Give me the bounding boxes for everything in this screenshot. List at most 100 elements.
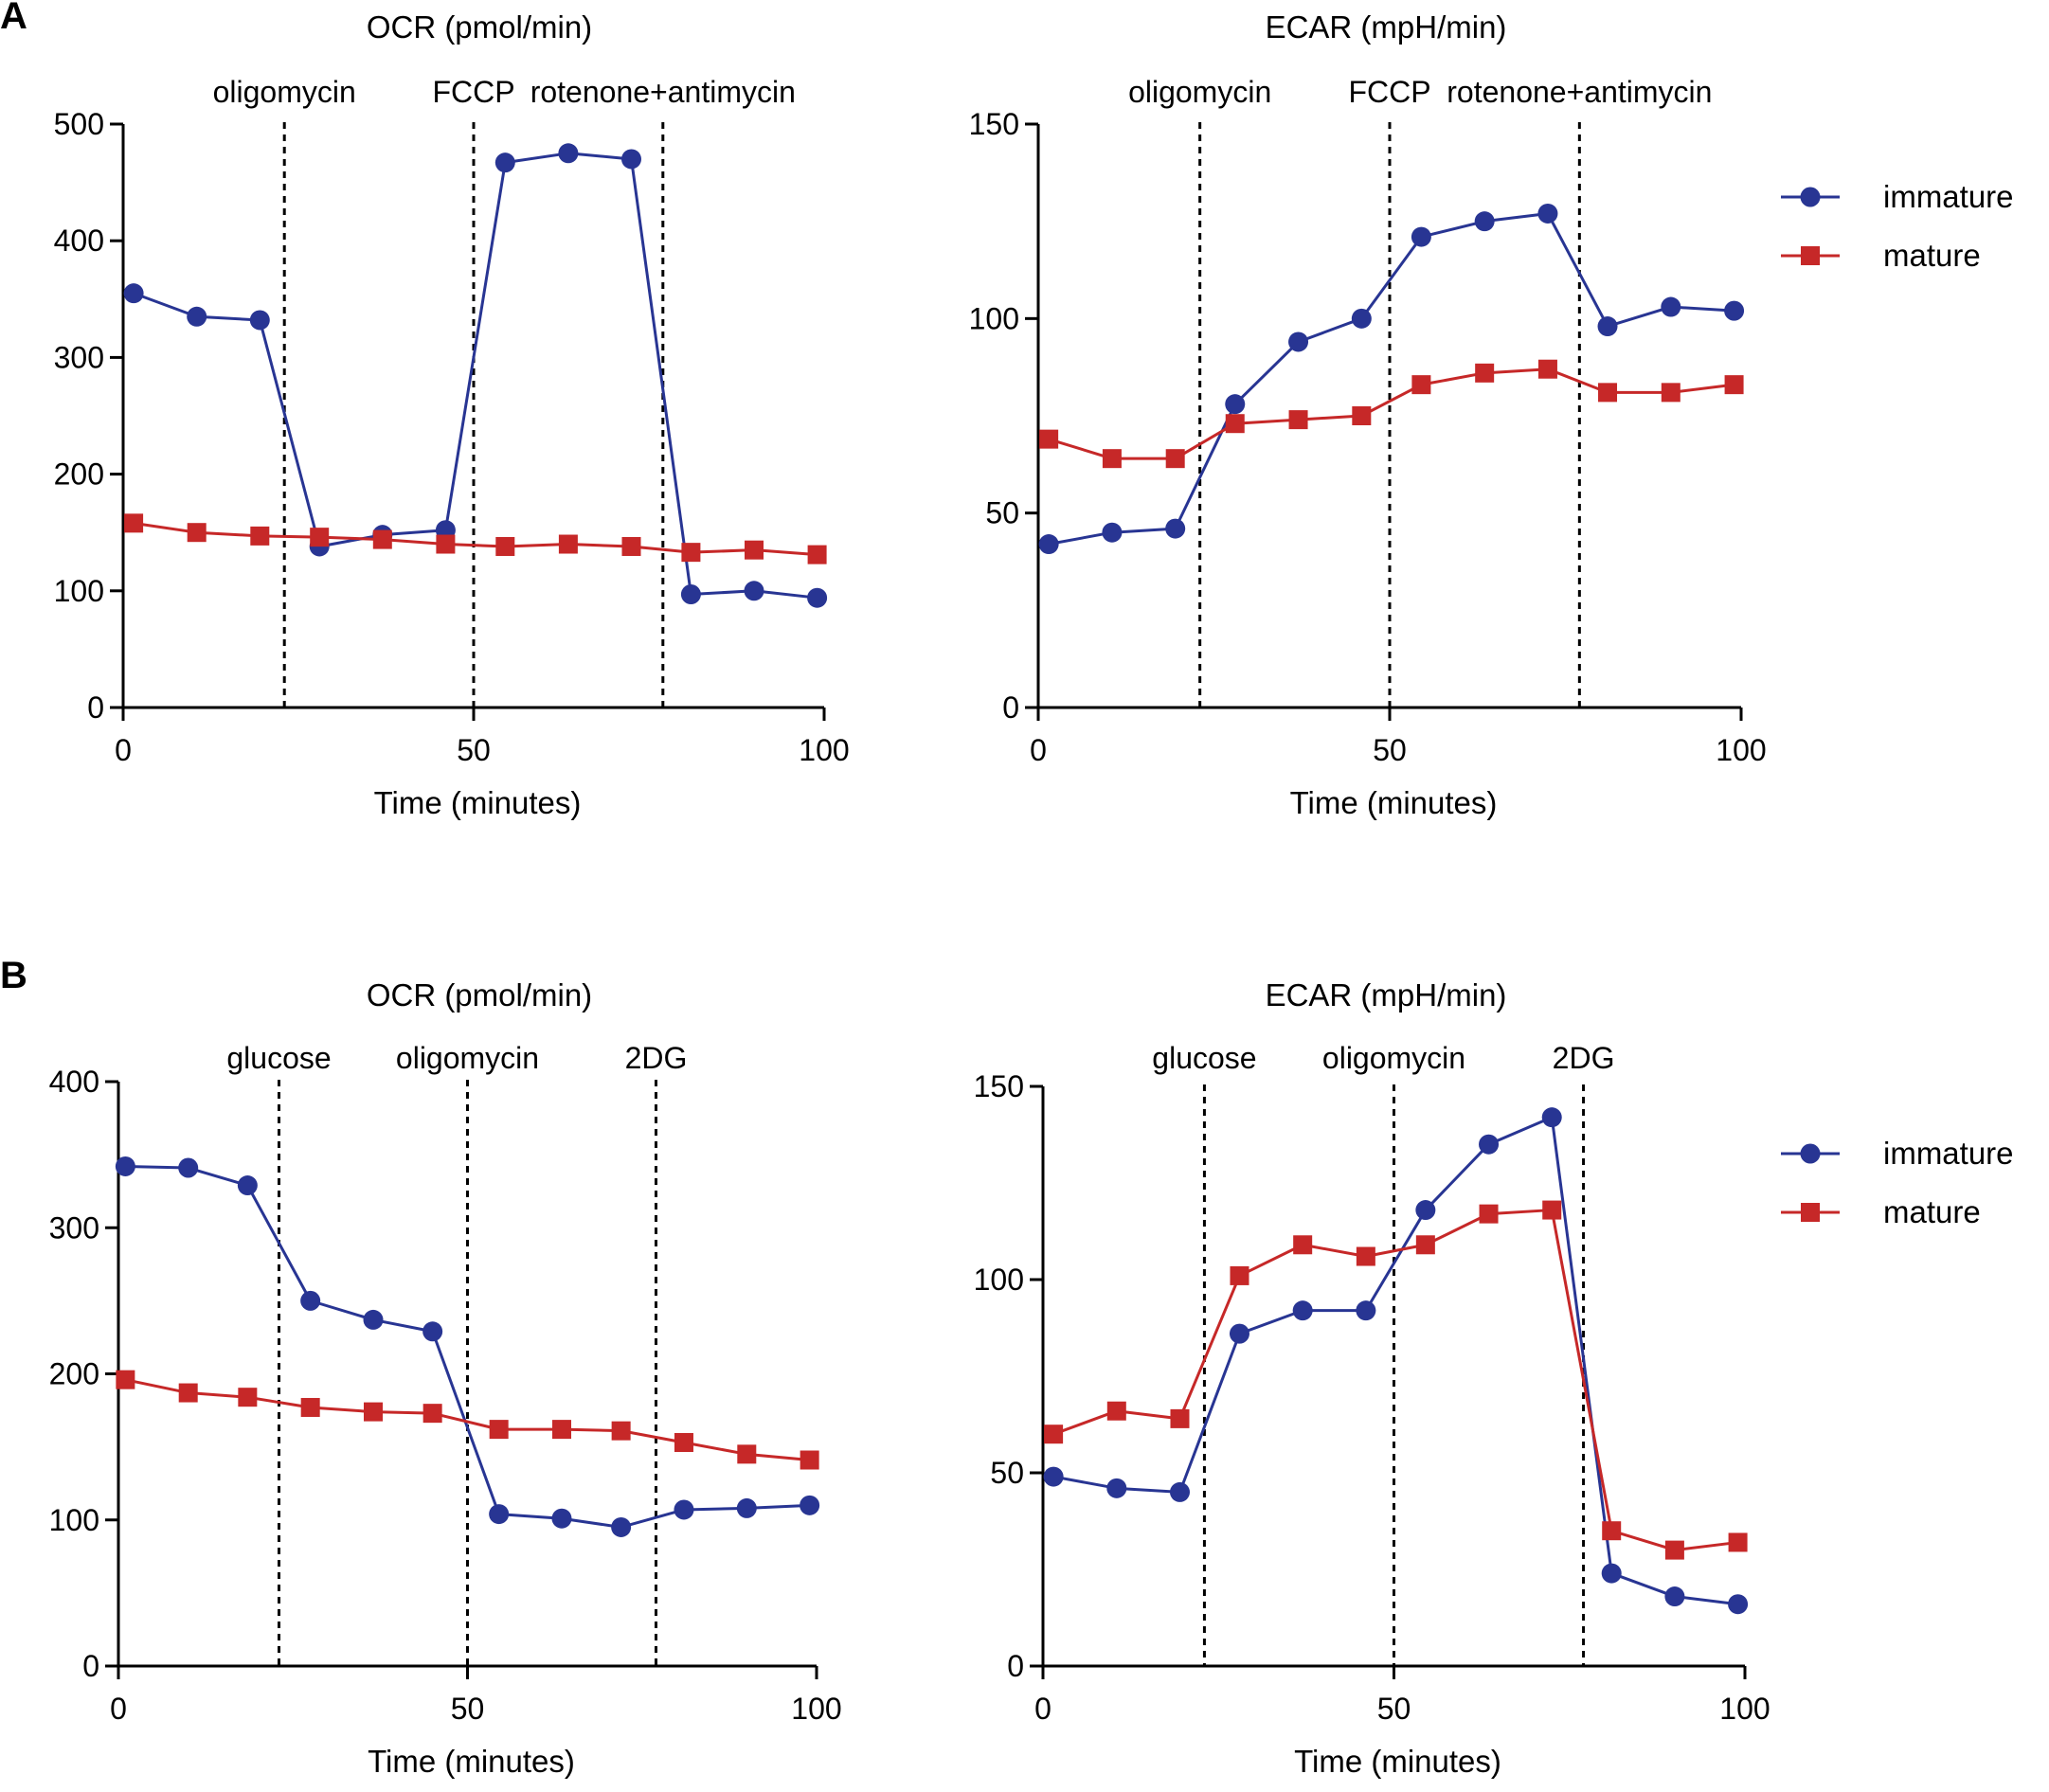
y-tick-label: 150 [974, 1069, 1024, 1103]
data-point [1225, 414, 1245, 434]
injection-label: oligomycin [213, 75, 356, 109]
x-tick-label: 50 [457, 733, 491, 767]
chart-a-ecar: ECAR (mpH/min) 0 50 100 150 0 50 100 Time (minut… [969, 9, 2014, 820]
data-point [800, 1495, 820, 1515]
data-point [1724, 300, 1745, 321]
injection-label: oligomycin [396, 1041, 539, 1075]
y-tick-label: 0 [1002, 690, 1019, 725]
data-point [1352, 406, 1372, 425]
x-tick-label: 100 [1719, 1692, 1770, 1726]
data-point [1479, 1134, 1500, 1155]
series-mature [1039, 359, 1744, 469]
data-point [1411, 226, 1431, 247]
x-axis-label: Time (minutes) [368, 1744, 575, 1779]
data-point [1106, 1401, 1126, 1421]
series-immature [123, 143, 828, 608]
y-tick-label: 300 [49, 1210, 99, 1245]
legend-marker [1800, 187, 1821, 207]
data-point [123, 283, 144, 304]
injection-label: FCCP [1348, 75, 1430, 109]
data-point [1102, 449, 1122, 469]
data-point [372, 529, 392, 549]
data-point [1597, 316, 1618, 337]
data-point [1474, 211, 1495, 232]
data-point [1039, 429, 1059, 449]
injection-label: 2DG [1553, 1041, 1615, 1075]
data-point [1415, 1200, 1436, 1221]
data-point [737, 1444, 757, 1464]
injection-label: rotenone+antimycin [530, 75, 796, 109]
data-point [1351, 308, 1372, 329]
data-point [1169, 1481, 1190, 1502]
x-axis-label: Time (minutes) [1290, 785, 1498, 820]
panel-label-a: A [0, 0, 27, 37]
y-tick-label: 300 [54, 340, 104, 374]
legend-label: immature [1883, 1136, 2014, 1171]
y-tick-label: 150 [969, 107, 1019, 141]
injection-label: 2DG [625, 1041, 688, 1075]
data-point [744, 581, 764, 601]
chart-a-ocr: OCR (pmol/min) 0 100 200 300 400 500 0 50 100 Time… [54, 9, 850, 820]
data-point [674, 1432, 693, 1452]
y-tick-label: 100 [54, 574, 104, 608]
legend-label: mature [1883, 238, 1981, 273]
data-point [1165, 449, 1185, 469]
y-tick-label: 0 [82, 1649, 99, 1683]
legend-marker [1800, 1143, 1821, 1164]
injection-label: FCCP [432, 75, 514, 109]
chart-b-ocr: OCR (pmol/min) 0 100 200 300 400 0 50 100 Time (m… [49, 977, 842, 1779]
data-point [364, 1402, 384, 1422]
series-line [133, 521, 818, 557]
data-point [1724, 375, 1744, 395]
series-mature [116, 1370, 819, 1470]
data-point [1415, 1235, 1435, 1255]
x-axis-label: Time (minutes) [374, 785, 582, 820]
series-mature [1044, 1200, 1748, 1560]
data-point [551, 1508, 572, 1529]
y-tick-label: 100 [49, 1503, 99, 1537]
data-point [1537, 203, 1558, 224]
y-tick-label: 100 [969, 301, 1019, 335]
chart-b-ecar: ECAR (mpH/min) 0 50 100 150 0 50 100 Time (minut… [974, 977, 2014, 1779]
legend-marker [1801, 246, 1820, 265]
data-point [1044, 1425, 1064, 1444]
data-point [621, 536, 641, 556]
series-line [125, 1378, 810, 1462]
y-tick-label: 50 [990, 1456, 1024, 1490]
data-point [611, 1421, 631, 1441]
data-point [178, 1383, 198, 1403]
y-tick-label: 200 [54, 457, 104, 492]
data-point [807, 587, 828, 608]
data-point [611, 1516, 632, 1537]
data-point [187, 523, 207, 543]
y-tick-label: 200 [49, 1357, 99, 1391]
legend: immature mature [1781, 179, 2014, 273]
data-point [1602, 1521, 1622, 1541]
series-line [1052, 1209, 1738, 1552]
data-point [1728, 1532, 1748, 1552]
data-point [674, 1499, 694, 1520]
data-point [116, 1370, 135, 1389]
y-tick-label: 50 [985, 496, 1019, 530]
data-point [250, 526, 270, 546]
x-tick-label: 0 [110, 1692, 127, 1726]
data-point [681, 543, 701, 563]
x-axis-label: Time (minutes) [1294, 1744, 1501, 1779]
data-point [1229, 1323, 1249, 1344]
x-tick-label: 50 [1377, 1692, 1411, 1726]
chart-title: ECAR (mpH/min) [1266, 977, 1507, 1012]
data-point [495, 536, 515, 556]
data-point [1479, 1204, 1499, 1224]
data-point [1661, 383, 1681, 403]
legend-marker [1801, 1203, 1820, 1222]
data-point [1165, 518, 1186, 539]
data-point [237, 1175, 258, 1196]
series-line [1052, 1116, 1738, 1606]
data-point [1728, 1594, 1749, 1615]
injection-label: oligomycin [1322, 1041, 1465, 1075]
x-tick-label: 0 [1034, 1692, 1051, 1726]
data-point [124, 513, 144, 533]
data-point [436, 534, 456, 554]
injection-label: rotenone+antimycin [1447, 75, 1712, 109]
